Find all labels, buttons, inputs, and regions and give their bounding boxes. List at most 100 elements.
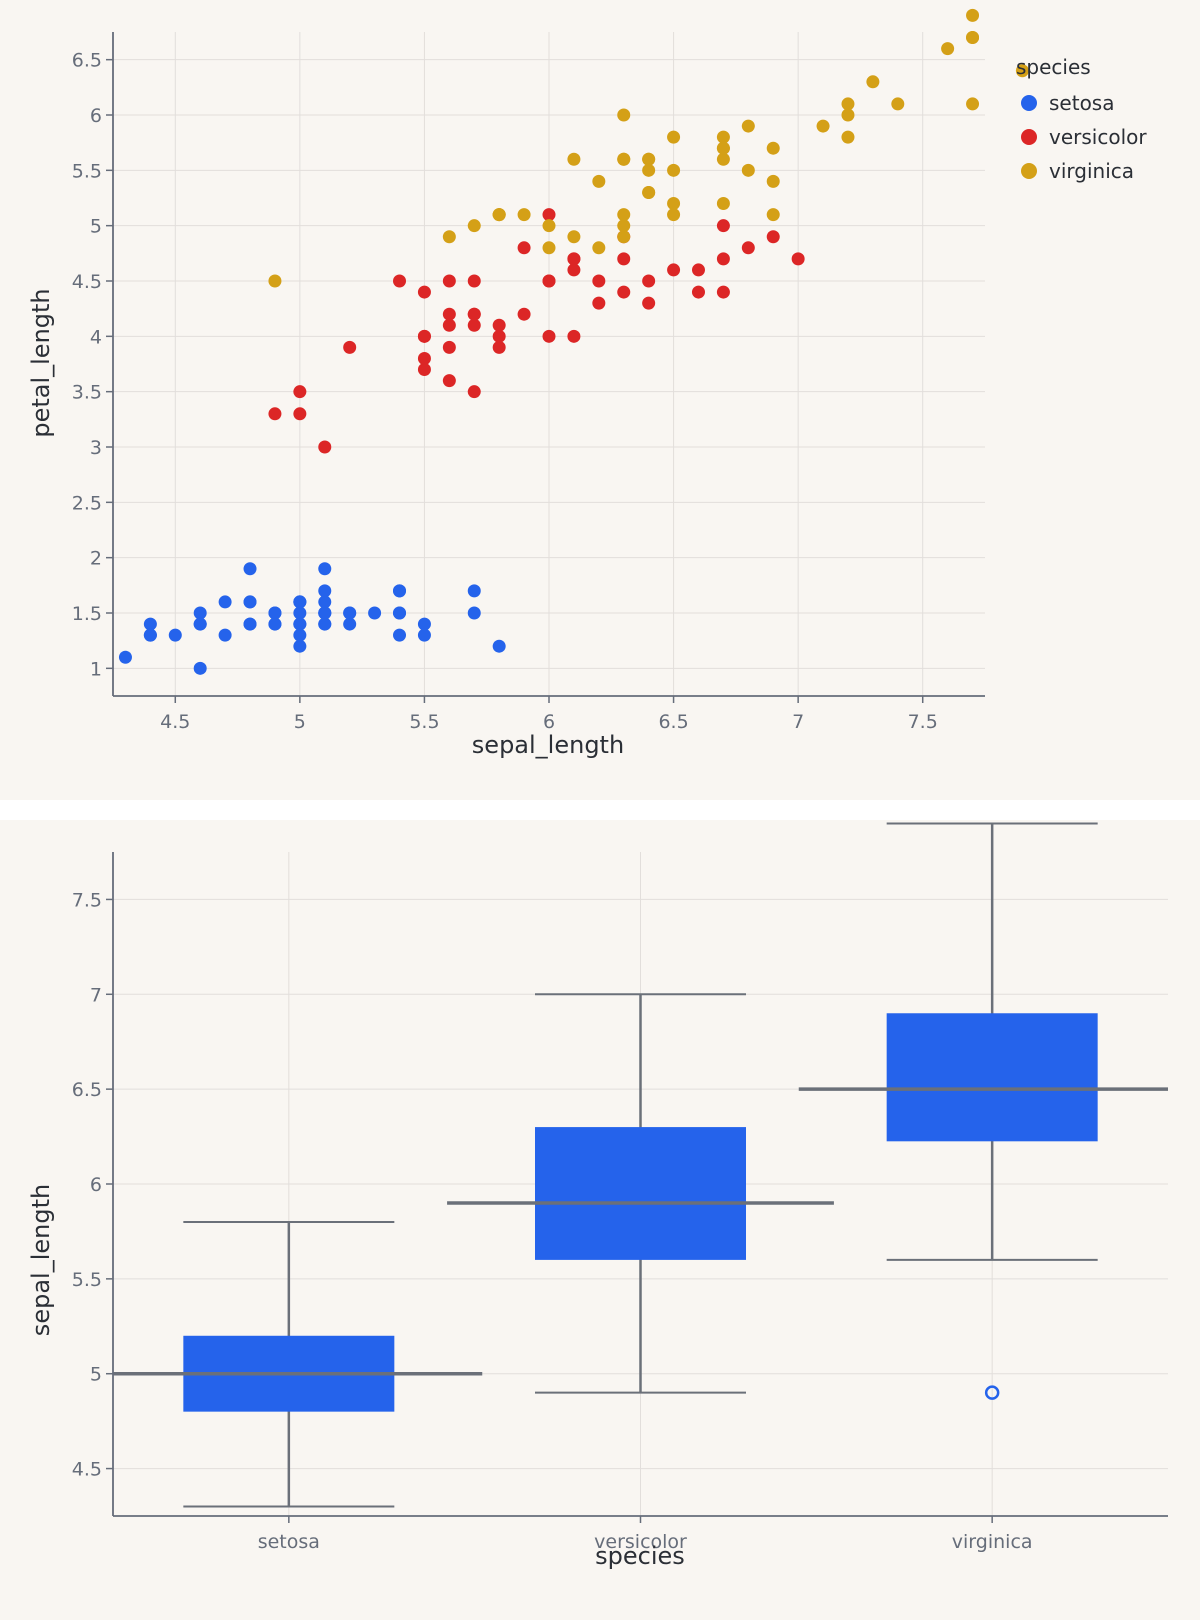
scatter-point-versicolor xyxy=(492,318,506,332)
scatter-points xyxy=(118,8,1029,675)
scatter-y-tick-label: 4.5 xyxy=(72,271,102,293)
scatter-point-virginica xyxy=(841,97,855,111)
scatter-x-tick-label: 7.5 xyxy=(908,711,938,733)
scatter-panel: 4.5 5 5.5 6 6.5 7 7.5 1 1.5 2 2.5 3 3.5 4 4.5 5 5.5 6 6.5… xyxy=(0,0,1200,800)
scatter-point-setosa xyxy=(318,595,332,609)
box-y-tick-label: 6.5 xyxy=(72,1079,102,1101)
scatter-point-setosa xyxy=(293,628,307,642)
legend-marker-setosa xyxy=(1021,95,1037,111)
scatter-point-versicolor xyxy=(716,219,730,233)
scatter-grid xyxy=(113,32,985,696)
scatter-point-virginica xyxy=(766,174,780,188)
scatter-x-axis-title: sepal_length xyxy=(472,731,624,759)
scatter-point-virginica xyxy=(841,130,855,144)
scatter-point-virginica xyxy=(567,152,581,166)
box-rect-virginica xyxy=(886,1013,1098,1142)
scatter-point-versicolor xyxy=(442,318,456,332)
scatter-point-virginica xyxy=(542,241,556,255)
scatter-point-virginica xyxy=(567,230,581,244)
scatter-point-setosa xyxy=(218,628,232,642)
scatter-point-setosa xyxy=(293,595,307,609)
scatter-point-versicolor xyxy=(642,274,656,288)
scatter-point-virginica xyxy=(966,31,980,45)
box-x-ticks: setosa versicolor virginica xyxy=(258,1516,1033,1553)
scatter-point-setosa xyxy=(193,606,207,620)
scatter-point-versicolor xyxy=(417,363,431,377)
scatter-y-tick-label: 5 xyxy=(90,216,102,238)
scatter-point-versicolor xyxy=(467,318,481,332)
scatter-point-virginica xyxy=(716,152,730,166)
scatter-point-versicolor xyxy=(517,307,531,321)
scatter-point-versicolor xyxy=(642,296,656,310)
boxplot-panel: setosa versicolor virginica 4.5 5 5.5 6 6.5 7 7.… xyxy=(0,820,1200,1620)
scatter-y-tick-label: 3 xyxy=(90,437,102,459)
scatter-point-virginica xyxy=(642,152,656,166)
scatter-point-versicolor xyxy=(293,385,307,399)
scatter-point-setosa xyxy=(318,606,332,620)
scatter-point-setosa xyxy=(492,639,506,653)
scatter-series-setosa xyxy=(118,562,506,675)
scatter-point-versicolor xyxy=(492,340,506,354)
scatter-point-virginica xyxy=(667,130,681,144)
scatter-point-virginica xyxy=(766,208,780,222)
scatter-y-tick-label: 3.5 xyxy=(72,382,102,404)
scatter-point-setosa xyxy=(343,617,357,631)
scatter-point-virginica xyxy=(517,208,531,222)
scatter-point-virginica xyxy=(716,130,730,144)
scatter-point-versicolor xyxy=(567,329,581,343)
scatter-point-versicolor xyxy=(567,252,581,266)
scatter-point-virginica xyxy=(617,152,631,166)
scatter-point-versicolor xyxy=(492,329,506,343)
box-x-tick-label-virginica: virginica xyxy=(952,1531,1033,1553)
scatter-point-setosa xyxy=(243,617,257,631)
scatter-point-setosa xyxy=(143,617,157,631)
scatter-point-virginica xyxy=(941,42,955,56)
scatter-point-virginica xyxy=(667,163,681,177)
scatter-y-tick-label: 2.5 xyxy=(72,492,102,514)
scatter-point-setosa xyxy=(393,584,407,598)
scatter-point-versicolor xyxy=(691,263,705,277)
scatter-point-versicolor xyxy=(442,274,456,288)
scatter-point-virginica xyxy=(841,108,855,122)
scatter-point-versicolor xyxy=(293,407,307,421)
box-x-tick-label-versicolor: versicolor xyxy=(594,1531,687,1553)
box-x-axis-title: species xyxy=(595,1542,685,1570)
scatter-point-versicolor xyxy=(318,440,332,454)
legend-title: species xyxy=(1016,55,1091,79)
scatter-point-virginica xyxy=(592,174,606,188)
scatter-point-setosa xyxy=(193,661,207,675)
scatter-point-virginica xyxy=(716,141,730,155)
scatter-point-versicolor xyxy=(716,252,730,266)
scatter-point-setosa xyxy=(318,562,332,576)
scatter-point-versicolor xyxy=(617,285,631,299)
box-outlier-virginica xyxy=(984,1385,1000,1400)
legend-marker-virginica xyxy=(1021,163,1037,179)
scatter-point-versicolor xyxy=(467,307,481,321)
scatter-x-tick-label: 5 xyxy=(294,711,306,733)
scatter-point-virginica xyxy=(741,163,755,177)
scatter-y-tick-label: 1.5 xyxy=(72,603,102,625)
scatter-point-setosa xyxy=(168,628,182,642)
scatter-point-virginica xyxy=(492,208,506,222)
scatter-point-versicolor xyxy=(268,407,282,421)
scatter-point-virginica xyxy=(966,97,980,111)
scatter-point-virginica xyxy=(766,141,780,155)
scatter-point-setosa xyxy=(143,628,157,642)
scatter-point-versicolor xyxy=(467,274,481,288)
box-x-tick-label-setosa: setosa xyxy=(258,1531,320,1553)
scatter-point-versicolor xyxy=(567,263,581,277)
box-rect-versicolor xyxy=(535,1127,746,1260)
scatter-point-virginica xyxy=(442,230,456,244)
scatter-point-versicolor xyxy=(741,241,755,255)
scatter-point-setosa xyxy=(343,606,357,620)
scatter-point-versicolor xyxy=(442,307,456,321)
scatter-y-axis-title: petal_length xyxy=(27,288,55,437)
scatter-point-versicolor xyxy=(417,329,431,343)
scatter-point-versicolor xyxy=(417,285,431,299)
box-y-ticks: 4.5 5 5.5 6 6.5 7 7.5 xyxy=(72,889,113,1481)
scatter-point-virginica xyxy=(617,108,631,122)
scatter-point-versicolor xyxy=(617,252,631,266)
legend-label-setosa: setosa xyxy=(1049,91,1114,115)
scatter-point-versicolor xyxy=(592,274,606,288)
scatter-point-virginica xyxy=(467,219,481,233)
